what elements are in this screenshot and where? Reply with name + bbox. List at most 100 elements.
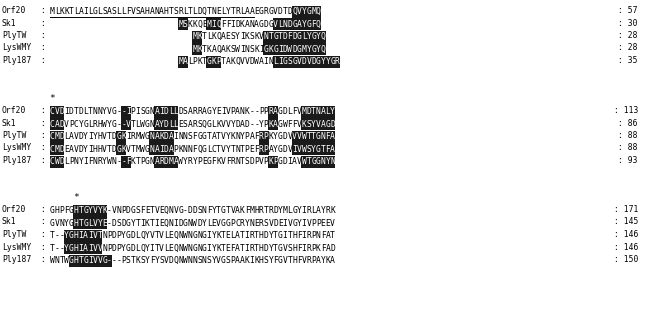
Text: V: V: [245, 57, 249, 66]
Text: Q: Q: [320, 45, 326, 54]
Text: D: D: [278, 7, 283, 16]
Text: P: P: [311, 256, 316, 265]
Text: I: I: [88, 145, 93, 154]
Text: L: L: [211, 120, 216, 129]
Bar: [273, 55, 340, 68]
Text: G: G: [145, 107, 150, 116]
Text: D: D: [264, 244, 269, 253]
Text: G: G: [207, 57, 211, 66]
Text: R: R: [306, 231, 311, 240]
Text: D: D: [330, 120, 335, 129]
Text: L: L: [207, 219, 211, 228]
Text: Y: Y: [83, 145, 88, 154]
Text: D: D: [59, 107, 65, 116]
Text: Y: Y: [64, 231, 69, 240]
Text: V: V: [55, 219, 59, 228]
Text: T: T: [240, 231, 245, 240]
Text: F: F: [311, 20, 316, 29]
Text: D: D: [311, 57, 316, 66]
Text: Y: Y: [78, 120, 83, 129]
Text: A: A: [169, 132, 174, 141]
Text: I: I: [140, 219, 145, 228]
Text: N: N: [178, 132, 183, 141]
Text: S: S: [116, 219, 121, 228]
Text: F: F: [297, 244, 302, 253]
Text: I: I: [126, 132, 130, 141]
Text: A: A: [330, 256, 335, 265]
Text: I: I: [173, 219, 178, 228]
Text: N: N: [235, 132, 240, 141]
Text: G: G: [326, 120, 330, 129]
Text: T: T: [98, 231, 102, 240]
Text: W: W: [183, 256, 188, 265]
Text: K: K: [269, 132, 273, 141]
Text: R: R: [264, 7, 269, 16]
Text: S: S: [207, 256, 211, 265]
Text: :: :: [40, 106, 45, 115]
Text: W: W: [140, 145, 145, 154]
Text: F: F: [287, 120, 292, 129]
Text: T: T: [202, 45, 207, 54]
Text: K: K: [102, 206, 107, 215]
Text: R: R: [306, 244, 311, 253]
Text: F: F: [225, 20, 231, 29]
Text: I: I: [211, 20, 216, 29]
Text: A: A: [273, 120, 278, 129]
Text: I: I: [159, 107, 164, 116]
Text: V: V: [240, 57, 245, 66]
Text: T: T: [216, 206, 221, 215]
Text: P: P: [121, 256, 126, 265]
Text: L: L: [164, 231, 169, 240]
Text: Y: Y: [130, 219, 136, 228]
Text: I: I: [207, 244, 211, 253]
Text: V: V: [159, 244, 164, 253]
Text: T: T: [221, 244, 226, 253]
Text: Y: Y: [88, 206, 93, 215]
Text: F: F: [245, 206, 249, 215]
Text: T: T: [107, 145, 112, 154]
Text: A: A: [154, 157, 160, 166]
Text: V: V: [55, 107, 59, 116]
Text: I: I: [64, 107, 69, 116]
Text: F: F: [297, 231, 302, 240]
Text: Q: Q: [197, 20, 202, 29]
Text: K: K: [245, 32, 249, 41]
Text: N: N: [102, 244, 107, 253]
Text: G: G: [264, 45, 269, 54]
Text: T: T: [320, 145, 326, 154]
Text: T: T: [231, 7, 235, 16]
Text: P: P: [245, 132, 249, 141]
Text: Orf20: Orf20: [2, 205, 26, 214]
Text: T: T: [74, 107, 79, 116]
Text: N: N: [169, 206, 174, 215]
Text: S: S: [140, 256, 145, 265]
Text: N: N: [150, 107, 154, 116]
Text: N: N: [183, 132, 188, 141]
Text: G: G: [193, 244, 197, 253]
Text: Ply187: Ply187: [2, 56, 31, 65]
Text: D: D: [78, 132, 83, 141]
Text: Q: Q: [197, 145, 202, 154]
Text: K: K: [216, 244, 221, 253]
Text: LysWMY: LysWMY: [2, 43, 31, 52]
Text: M: M: [207, 20, 211, 29]
Text: D: D: [59, 132, 65, 141]
Text: L: L: [173, 120, 178, 129]
Text: T: T: [107, 132, 112, 141]
Text: G: G: [273, 32, 278, 41]
Bar: [193, 30, 202, 42]
Text: G: G: [112, 120, 116, 129]
Text: T: T: [330, 231, 335, 240]
Text: H: H: [259, 244, 264, 253]
Text: G: G: [69, 231, 74, 240]
Text: V: V: [259, 157, 264, 166]
Text: S: S: [173, 7, 178, 16]
Text: Y: Y: [183, 157, 188, 166]
Text: P: P: [259, 107, 264, 116]
Text: L: L: [287, 206, 292, 215]
Text: V: V: [283, 244, 287, 253]
Text: G: G: [83, 120, 88, 129]
Text: H: H: [259, 231, 264, 240]
Text: D: D: [178, 219, 183, 228]
Text: S: S: [287, 244, 292, 253]
